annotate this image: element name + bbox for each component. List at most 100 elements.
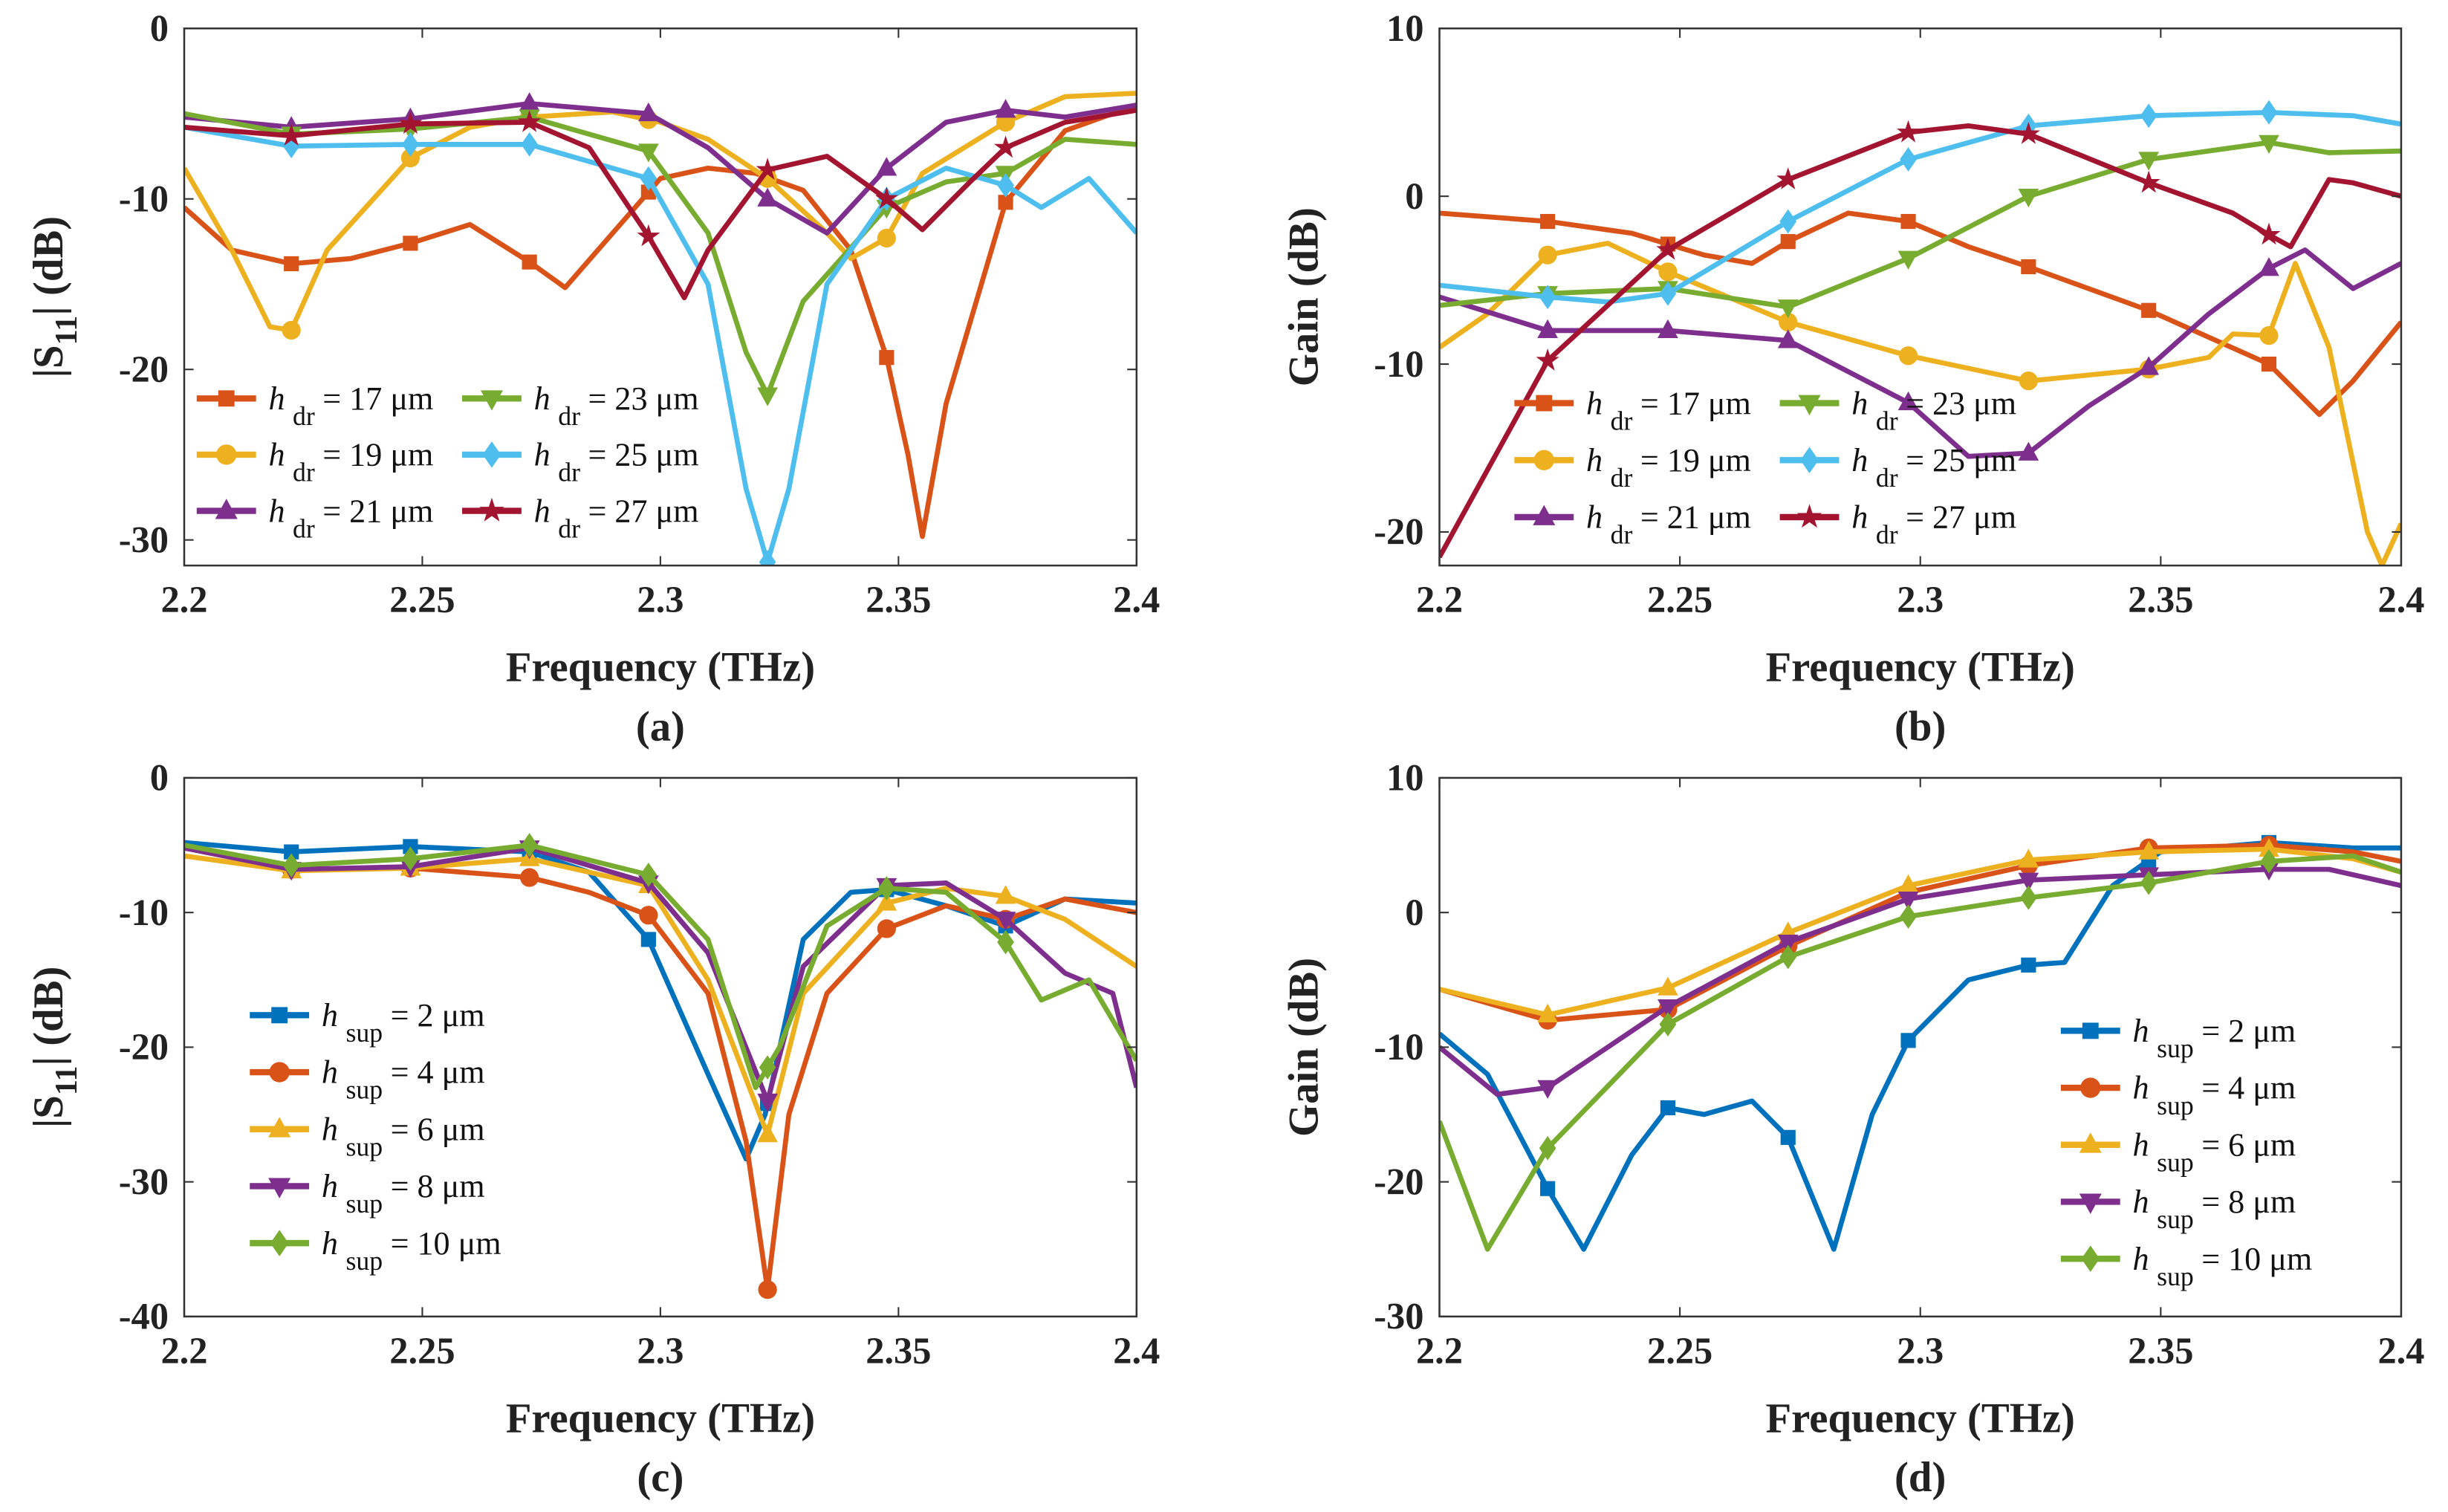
legend-sub: sup [345,1075,383,1105]
series-line [184,108,1137,301]
legend-marker [216,444,237,465]
data-point [1539,1135,1556,1161]
data-point [1900,904,1917,929]
legend-var: h [268,437,285,473]
y-tick-label: -40 [119,1296,169,1337]
data-point [2261,356,2277,372]
legend-var: h [322,1111,338,1147]
data-point [519,92,540,111]
legend-value: = 10 μm [2201,1241,2312,1277]
panel-label: (b) [1895,703,1946,750]
data-point [2137,170,2160,193]
y-label-main: |S [25,345,72,377]
legend-var: h [2133,1013,2149,1049]
series-5 [1439,120,2401,559]
series-line [1439,846,2401,1018]
x-tick-label: 2.4 [2377,1330,2424,1372]
x-tick-label: 2.35 [2128,579,2193,620]
legend-var: h [534,380,551,417]
axes-box [1438,27,2403,567]
legend-sub: sup [2157,1034,2194,1063]
data-point [2141,302,2157,318]
x-tick-label: 2.2 [1416,579,1463,620]
legend-label: h dr = 21 μm [268,493,433,543]
legend-var: h [534,437,551,473]
series-line [1439,140,2401,310]
legend: h sup = 2 μmh sup = 4 μmh sup = 6 μmh sup = 8 μm… [250,997,501,1276]
series-line [1439,210,2401,418]
legend-item: h dr = 21 μm [1514,499,1751,550]
legend-value: = 17 μm [1640,385,1751,421]
data-point [1536,348,1559,371]
x-tick-label: 2.4 [1113,1330,1160,1372]
legend-label: h sup = 8 μm [2133,1184,2296,1234]
legend-sub: sup [2157,1204,2194,1234]
data-point [637,224,660,247]
legend-marker [1796,504,1822,528]
y-axis-label: |S11| (dB) [25,967,84,1129]
y-axis-label: Gain (dB) [1281,207,1328,386]
data-point [1660,1100,1676,1116]
legend-marker [1536,395,1553,412]
data-point [1896,120,1921,143]
legend-label: h dr = 19 μm [268,437,433,487]
legend-label: h sup = 4 μm [2133,1070,2296,1120]
series-0 [184,103,1137,539]
legend-value: = 25 μm [588,437,699,473]
legend-item: h sup = 8 μm [2060,1184,2296,1234]
y-axis-label: |S11| (dB) [25,216,84,378]
data-point [2018,441,2039,461]
legend-item: h dr = 17 μm [1514,385,1751,435]
legend-marker [1798,395,1821,415]
chart-panel-b: 2.2 2.25 2.3 2.35 2.4 10 0 -10 -20 Frequency (THz… [1281,7,2425,750]
x-tick-label: 2.3 [637,579,684,620]
legend-label: h sup = 6 μm [2133,1126,2296,1177]
legend-item: h sup = 4 μm [2060,1070,2296,1120]
data-point [1900,147,1917,172]
legend-value: = 27 μm [1906,499,2016,536]
data-point [2021,259,2036,275]
series-line [1439,866,2401,1097]
x-tick-label: 2.25 [1647,1330,1712,1372]
data-point [759,550,776,566]
legend-var: h [1851,385,1868,421]
legend-var: h [2133,1184,2149,1220]
legend-item: h dr = 21 μm [196,493,433,543]
legend-sub: sup [345,1189,383,1219]
y-label-sub: 11 [50,1065,84,1095]
y-tick-label: -10 [1374,343,1423,385]
chart-panel-d: 2.2 2.25 2.3 2.35 2.4 10 0 -10 -20 -30 Frequency (… [1281,757,2425,1502]
legend-sub: dr [1876,463,1898,493]
y-tick-label: -20 [119,1026,169,1068]
legend-sub: sup [2157,1262,2194,1291]
chart-panel-c: 2.2 2.25 2.3 2.35 2.4 0 -10 -20 -30 -40 Frequency … [25,757,1160,1502]
legend-var: h [322,997,338,1034]
legend-item: h sup = 8 μm [250,1168,485,1219]
series-line [184,91,1137,333]
data-point [1779,209,1797,234]
data-point [1656,238,1680,260]
legend-var: h [268,493,285,529]
legend-marker [482,441,501,468]
legend-value: = 4 μm [2201,1070,2296,1106]
data-point [402,846,419,872]
data-point [2021,957,2036,973]
data-point [757,1123,778,1143]
data-point [2020,885,2037,910]
legend-item: h dr = 19 μm [1514,442,1751,493]
legend-sub: dr [1611,463,1633,493]
y-tick-label: -30 [119,519,169,561]
y-tick-label: -20 [1374,1161,1423,1202]
data-point [759,1055,776,1080]
series-line [1439,247,2401,459]
legend-marker [215,499,238,519]
legend-sub: dr [1611,406,1633,435]
y-tick-label: -30 [119,1161,169,1202]
legend-value: = 8 μm [2201,1184,2296,1220]
data-point [1776,167,1800,189]
data-point [640,932,656,947]
data-point [2018,189,2039,208]
data-point [1538,245,1557,265]
data-point [520,868,539,887]
